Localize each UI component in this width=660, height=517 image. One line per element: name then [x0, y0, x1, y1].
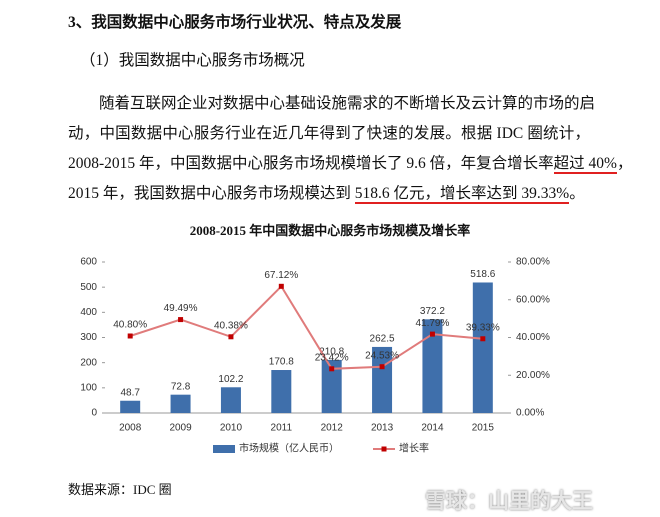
y2-tick-label: 40.00% — [516, 332, 550, 343]
y2-tick-label: 20.00% — [516, 370, 550, 381]
marker — [178, 317, 184, 323]
data-label: 72.8 — [171, 381, 191, 392]
text: 2015 年，我国数据中心服务市场规模达到 — [68, 185, 355, 202]
watermark: 雪球：山里的大王 — [425, 489, 593, 513]
bar — [120, 400, 141, 413]
y-tick-label: 0 — [91, 408, 97, 419]
x-tick-label: 2014 — [421, 423, 444, 434]
marker — [278, 283, 284, 289]
x-tick-label: 2012 — [321, 423, 344, 434]
x-tick-label: 2008 — [119, 423, 142, 434]
heading: 3、我国数据中心服务市场行业状况、特点及发展 — [68, 14, 402, 31]
y2-tick-label: 80.00% — [516, 257, 550, 268]
data-label: 372.2 — [420, 306, 445, 317]
y-tick-label: 200 — [80, 357, 97, 368]
x-tick-label: 2009 — [169, 423, 192, 434]
marker — [127, 333, 133, 339]
data-label: 48.7 — [120, 387, 140, 398]
source: 数据来源：IDC 圈 — [68, 482, 172, 497]
text: 动，中国数据中心服务行业在近几年得到了快速的发展。根据 IDC 圈统计， — [68, 125, 590, 142]
bar — [472, 282, 493, 413]
text: ， — [616, 155, 633, 172]
highlight: 超过 40% — [553, 155, 617, 174]
marker — [429, 331, 435, 337]
bar — [170, 394, 191, 413]
text: 。 — [569, 185, 585, 202]
marker — [329, 366, 335, 372]
data-label: 40.80% — [113, 320, 147, 331]
text: 2008-2015 年，中国数据中心服务市场规模增长了 9.6 倍，年复合增长率 — [68, 155, 554, 172]
marker — [480, 336, 486, 342]
marker — [228, 334, 234, 340]
data-label: 39.33% — [466, 322, 500, 333]
data-label: 24.53% — [365, 350, 399, 361]
y-tick-label: 500 — [80, 282, 97, 293]
bar — [422, 319, 443, 413]
subheading: （1）我国数据中心服务市场概况 — [80, 52, 305, 69]
paragraph-line: 动，中国数据中心服务行业在近几年得到了快速的发展。根据 IDC 圈统计， — [68, 121, 590, 143]
y-tick-label: 600 — [80, 257, 97, 268]
x-tick-label: 2010 — [220, 423, 243, 434]
x-tick-label: 2013 — [371, 423, 394, 434]
marker — [379, 364, 385, 370]
bar — [321, 359, 342, 413]
y2-tick-label: 60.00% — [516, 294, 550, 305]
data-label: 262.5 — [370, 334, 395, 345]
y2-tick-label: 0.00% — [516, 408, 544, 419]
y-tick-label: 300 — [80, 332, 97, 343]
bar — [220, 387, 241, 413]
text: 随着互联网企业对数据中心基础设施需求的不断增长及云计算的市场的启 — [99, 95, 596, 112]
legend-label: 增长率 — [399, 442, 429, 455]
paragraph-line: 2015 年，我国数据中心服务市场规模达到 518.6 亿元，增长率达到 39.… — [68, 181, 590, 204]
data-label: 40.38% — [214, 320, 248, 331]
data-label: 170.8 — [269, 357, 294, 368]
y-tick-label: 100 — [80, 382, 97, 393]
legend-marker — [381, 446, 387, 452]
data-label: 41.79% — [415, 318, 449, 329]
data-label: 49.49% — [164, 303, 198, 314]
legend-label: 市场规模（亿人民币） — [239, 442, 339, 455]
x-tick-label: 2015 — [472, 423, 495, 434]
chart-title: 2008-2015 年中国数据中心服务市场规模及增长率 — [190, 223, 471, 238]
highlight: 518.6 亿元，增长率达到 39.33% — [354, 185, 570, 204]
paragraph-line: 随着互联网企业对数据中心基础设施需求的不断增长及云计算的市场的启 — [68, 91, 595, 113]
data-label: 518.6 — [470, 269, 495, 280]
data-label: 210.8 — [319, 347, 344, 358]
data-label: 67.12% — [264, 270, 298, 281]
paragraph-line: 2008-2015 年，中国数据中心服务市场规模增长了 9.6 倍，年复合增长率… — [68, 151, 632, 174]
data-label: 102.2 — [218, 374, 243, 385]
line — [129, 284, 483, 370]
bar — [271, 370, 292, 413]
y-tick-label: 400 — [80, 307, 97, 318]
data-label: 23.42% — [315, 352, 349, 363]
x-tick-label: 2011 — [271, 423, 293, 434]
legend-swatch — [213, 445, 235, 453]
